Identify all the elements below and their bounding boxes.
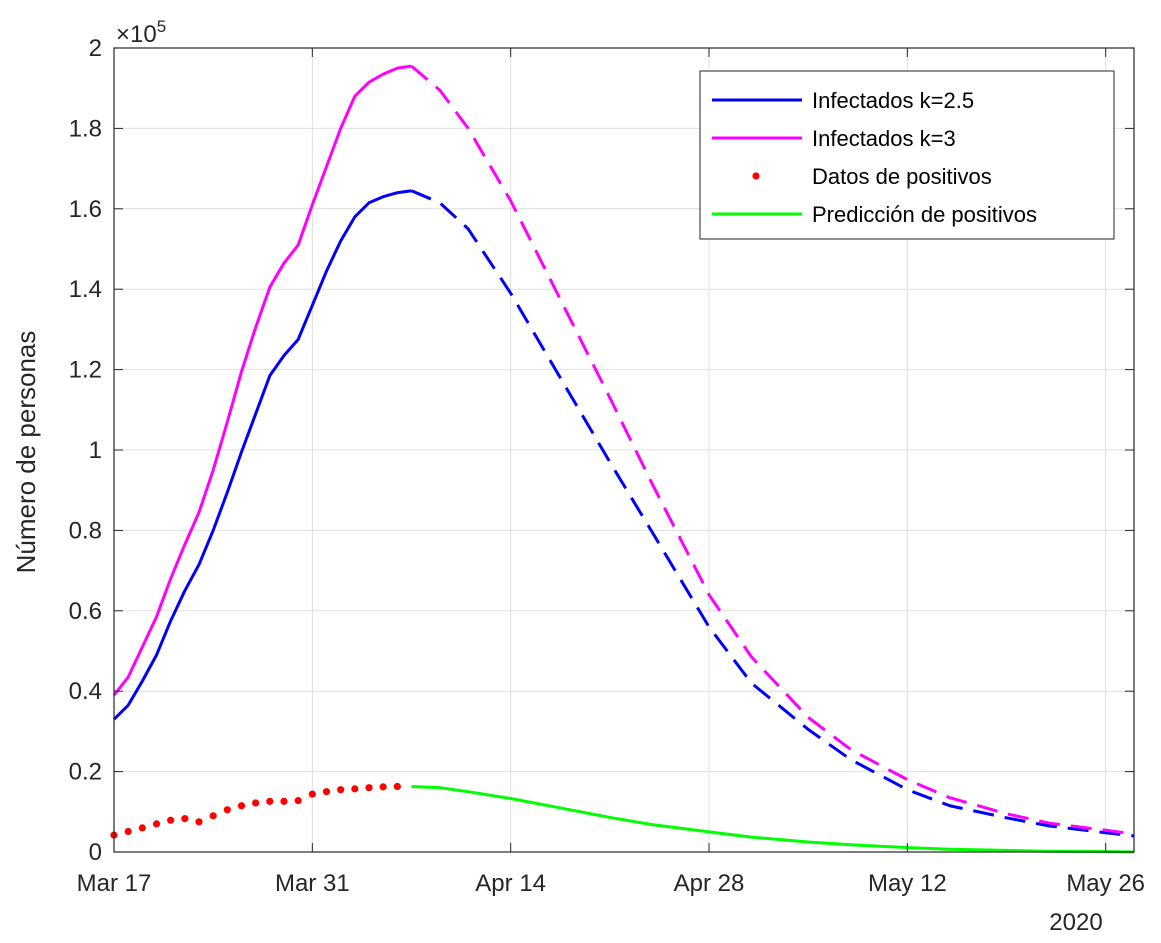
x-tick-label: May 26	[1066, 870, 1145, 897]
axis-labels: Número de personas ×105 2020	[11, 17, 1103, 936]
legend-marker	[752, 172, 760, 180]
data-point-datos-de-positivos	[124, 827, 132, 836]
series-forecast-line-infectados-k-2-5	[410, 189, 1135, 838]
series-forecast-line-infectados-k-3	[410, 64, 1135, 836]
data-point-datos-de-positivos	[280, 797, 288, 805]
y-tick-label: 1.6	[69, 196, 102, 223]
data-point-datos-de-positivos	[294, 796, 302, 805]
data-point-datos-de-positivos	[266, 797, 274, 805]
data-point-datos-de-positivos	[379, 783, 387, 791]
data-point-datos-de-positivos	[152, 820, 161, 828]
x-tick-label: Apr 14	[475, 870, 546, 897]
x-tick-label: Mar 31	[275, 870, 350, 897]
data-point-datos-de-positivos	[365, 784, 373, 792]
legend-label: Datos de positivos	[812, 164, 992, 189]
y-tick-label: 0.4	[69, 678, 102, 705]
series-line-predicci-n-de-positivos	[411, 784, 1135, 854]
x-tick-label: Mar 17	[77, 870, 152, 897]
y-axis-exponent: ×105	[116, 17, 166, 48]
data-point-datos-de-positivos	[308, 790, 316, 798]
x-tick-label: Apr 28	[674, 870, 745, 897]
legend-label: Predicción de positivos	[812, 202, 1037, 227]
data-point-datos-de-positivos	[195, 818, 203, 826]
legend-label: Infectados k=3	[812, 126, 956, 151]
legend: Infectados k=2.5 Infectados k=3 Datos de p…	[699, 70, 1115, 240]
data-point-datos-de-positivos	[223, 806, 231, 814]
data-point-datos-de-positivos	[322, 788, 331, 796]
data-point-datos-de-positivos	[181, 815, 189, 823]
x-axis-year-label: 2020	[1049, 909, 1102, 936]
y-tick-label: 0.8	[69, 517, 102, 544]
y-tick-label: 1	[89, 437, 102, 464]
data-point-datos-de-positivos	[167, 816, 175, 824]
data-point-datos-de-positivos	[337, 786, 345, 794]
y-axis-label: Número de personas	[11, 331, 41, 574]
data-point-datos-de-positivos	[138, 824, 146, 832]
data-point-datos-de-positivos	[209, 812, 217, 820]
y-axis-exponent-base: ×10	[116, 21, 157, 48]
axis-ticks: 0 0.2 0.4 0.6 0.8 1 1.2 1.4 1.6 1.8 2 Mar 17 Mar 31 A…	[69, 35, 1145, 897]
plot-series	[110, 64, 1135, 854]
x-tick-label: May 12	[868, 870, 947, 897]
y-tick-label: 1.4	[69, 276, 102, 303]
series-line-infectados-k-2-5	[112, 189, 412, 721]
y-tick-label: 0.2	[69, 759, 102, 786]
y-tick-label: 1.8	[69, 115, 102, 142]
data-point-datos-de-positivos	[351, 785, 359, 793]
data-point-datos-de-positivos	[237, 802, 246, 810]
y-tick-label: 1.2	[69, 357, 102, 384]
legend-label: Infectados k=2.5	[812, 88, 974, 113]
series-line-infectados-k-3	[112, 64, 412, 697]
y-tick-label: 0	[89, 839, 102, 866]
y-tick-label: 0.6	[69, 598, 102, 625]
y-tick-label: 2	[89, 35, 102, 62]
y-axis-exponent-power: 5	[157, 17, 166, 36]
data-point-datos-de-positivos	[252, 799, 260, 807]
data-point-datos-de-positivos	[393, 782, 401, 791]
